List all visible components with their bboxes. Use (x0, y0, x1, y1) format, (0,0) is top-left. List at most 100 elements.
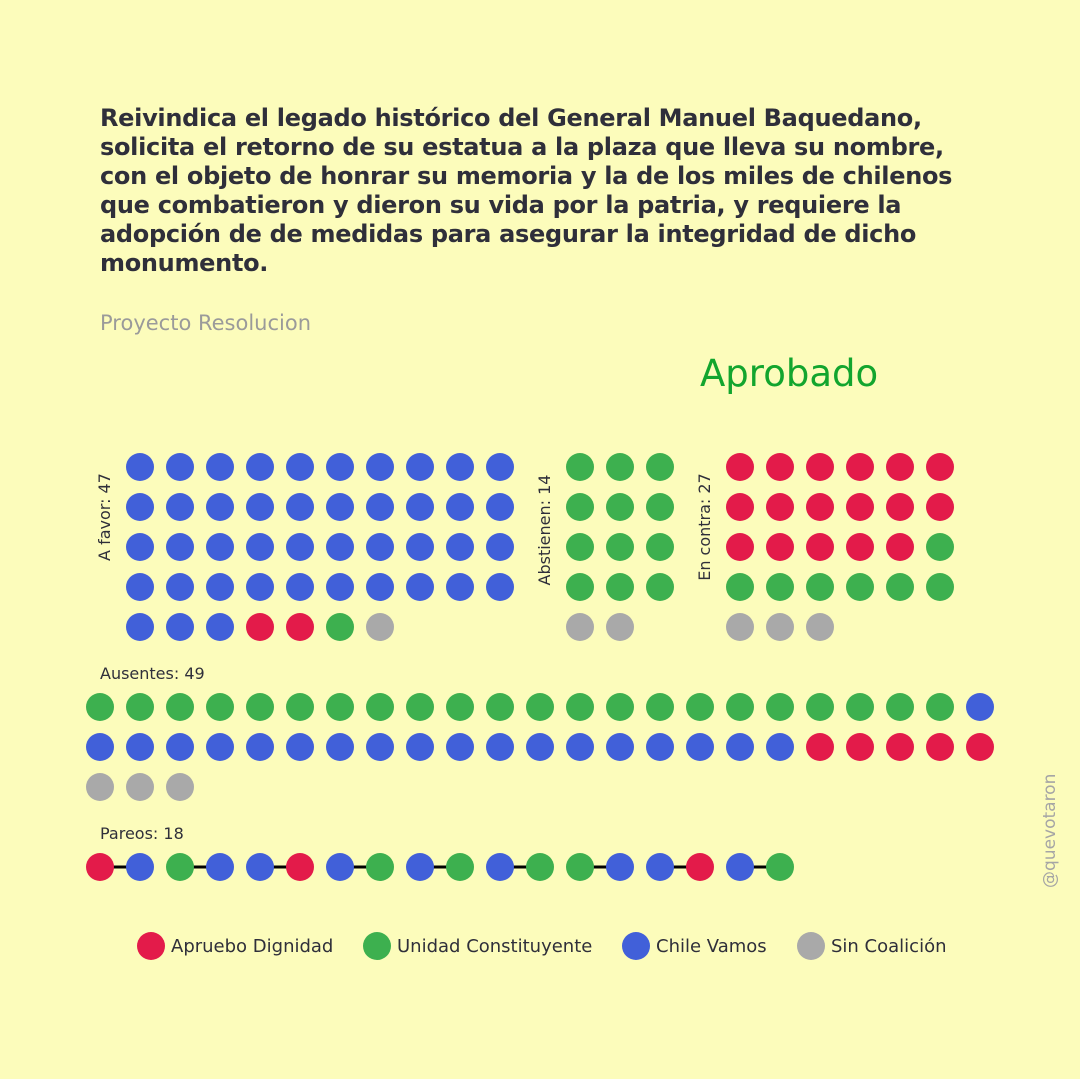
ausentes-dot (846, 693, 874, 721)
favor-dot (206, 493, 234, 521)
ausentes-dot (486, 693, 514, 721)
favor-dot (286, 493, 314, 521)
pareo-dot (766, 853, 794, 881)
legend-swatch-sin (797, 932, 825, 960)
favor-dot (326, 613, 354, 641)
ausentes-dot (406, 733, 434, 761)
contra-dot (846, 453, 874, 481)
abstienen-dot (566, 453, 594, 481)
favor-dot (326, 453, 354, 481)
chart-title: Reivindica el legado histórico del Gener… (100, 104, 953, 277)
contra-dot (726, 573, 754, 601)
pareo-dot (526, 853, 554, 881)
ausentes-dot (886, 693, 914, 721)
favor-dot (126, 453, 154, 481)
favor-dot (406, 493, 434, 521)
favor-dot (486, 493, 514, 521)
abstienen-dot (566, 493, 594, 521)
pareo-dot (566, 853, 594, 881)
pareo-dot (246, 853, 274, 881)
contra-dot (806, 533, 834, 561)
contra-dot (806, 453, 834, 481)
contra-dot (846, 493, 874, 521)
ausentes-dot (86, 693, 114, 721)
ausentes-dot (326, 693, 354, 721)
ausentes-dot (926, 733, 954, 761)
favor-dot (206, 453, 234, 481)
favor-dot (326, 533, 354, 561)
ausentes-dot (566, 693, 594, 721)
ausentes-dot (246, 693, 274, 721)
favor-label: A favor: 47 (95, 473, 114, 561)
favor-dot (446, 453, 474, 481)
favor-dot (166, 493, 194, 521)
contra-dot (726, 613, 754, 641)
favor-dot (286, 613, 314, 641)
abstienen-dot (606, 573, 634, 601)
contra-dot (806, 493, 834, 521)
contra-dot (766, 613, 794, 641)
favor-dot (366, 613, 394, 641)
ausentes-dot (86, 733, 114, 761)
favor-dot (406, 573, 434, 601)
abstienen-dot (646, 493, 674, 521)
abstienen-dot (646, 533, 674, 561)
ausentes-dot (966, 733, 994, 761)
favor-dot (366, 533, 394, 561)
contra-dot (726, 533, 754, 561)
abstienen-label: Abstienen: 14 (535, 475, 554, 586)
favor-dot (326, 573, 354, 601)
favor-dot (406, 453, 434, 481)
ausentes-dot (966, 693, 994, 721)
pareo-dot (286, 853, 314, 881)
favor-dot (446, 573, 474, 601)
legend-label-sin: Sin Coalición (831, 936, 947, 957)
favor-dot (166, 453, 194, 481)
contra-dot (766, 573, 794, 601)
contra-dot (846, 573, 874, 601)
ausentes-dot (206, 733, 234, 761)
favor-dot (486, 573, 514, 601)
ausentes-dot (126, 733, 154, 761)
ausentes-dot (806, 693, 834, 721)
legend-label-chile: Chile Vamos (656, 936, 767, 957)
contra-dot (886, 493, 914, 521)
ausentes-dot (166, 693, 194, 721)
ausentes-dot (366, 733, 394, 761)
ausentes-dot (646, 733, 674, 761)
pareo-dot (686, 853, 714, 881)
favor-dot (206, 613, 234, 641)
ausentes-dot (606, 733, 634, 761)
favor-dot (326, 493, 354, 521)
abstienen-dot (606, 453, 634, 481)
favor-dot (486, 533, 514, 561)
pareo-dot (126, 853, 154, 881)
ausentes-dot (726, 693, 754, 721)
vote-result: Aprobado (700, 352, 879, 395)
pareo-dot (86, 853, 114, 881)
ausentes-dot (646, 693, 674, 721)
ausentes-dot (326, 733, 354, 761)
favor-dot (206, 573, 234, 601)
contra-dot (766, 453, 794, 481)
ausentes-dot (526, 733, 554, 761)
ausentes-dot (406, 693, 434, 721)
ausentes-dot (366, 693, 394, 721)
pareo-dot (206, 853, 234, 881)
favor-dot (246, 453, 274, 481)
abstienen-dot (566, 613, 594, 641)
contra-dot (726, 453, 754, 481)
abstienen-dot (606, 613, 634, 641)
favor-dot (126, 493, 154, 521)
ausentes-dot (566, 733, 594, 761)
ausentes-dot (806, 733, 834, 761)
ausentes-dot (286, 733, 314, 761)
abstienen-dot (606, 533, 634, 561)
pareos-label: Pareos: 18 (100, 824, 184, 843)
pareo-dot (726, 853, 754, 881)
contra-dot (846, 533, 874, 561)
pareo-dot (606, 853, 634, 881)
contra-dot (806, 613, 834, 641)
ausentes-dot (766, 693, 794, 721)
